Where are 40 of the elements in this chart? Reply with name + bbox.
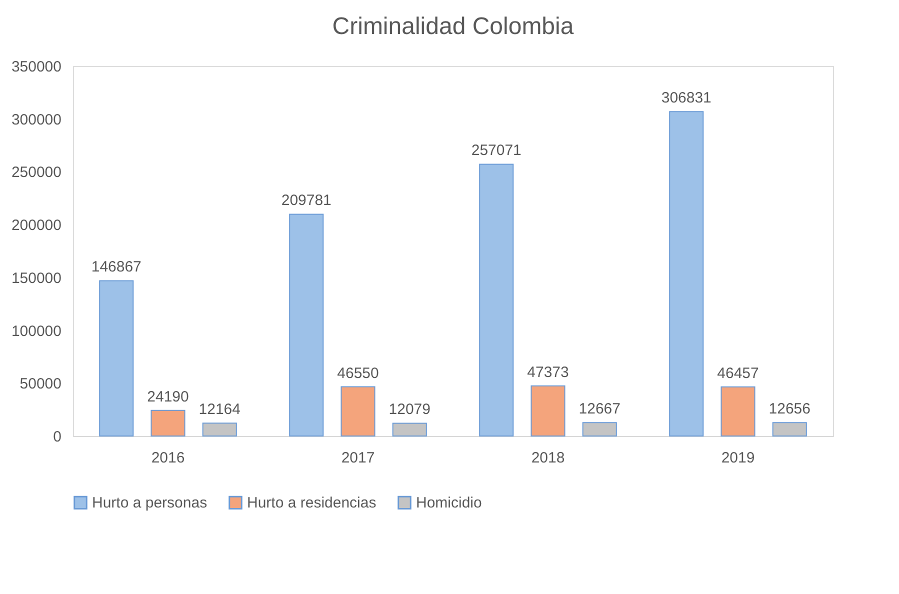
data-label: 146867: [91, 258, 142, 276]
bar: [479, 164, 514, 436]
data-label: 12667: [578, 400, 620, 418]
y-tick-label: 250000: [11, 164, 62, 182]
bar: [669, 111, 704, 436]
bar: [582, 422, 617, 436]
legend-label: Hurto a personas: [92, 494, 208, 512]
data-label: 12079: [388, 401, 430, 418]
bar: [392, 422, 427, 436]
data-label: 24190: [147, 388, 189, 406]
bar: [530, 385, 566, 436]
data-label: 257071: [471, 142, 522, 160]
bar: [720, 386, 756, 436]
y-tick-label: 0: [53, 428, 62, 446]
y-tick-label: 50000: [20, 376, 62, 393]
data-label: 12656: [768, 400, 810, 418]
legend-label: Hurto a residencias: [247, 494, 376, 512]
bar: [289, 214, 324, 436]
y-tick-label: 100000: [11, 322, 62, 340]
x-tick-label: 2019: [721, 450, 755, 466]
bar: [99, 280, 134, 436]
y-tick-label: 300000: [11, 111, 62, 128]
data-label: 12164: [198, 401, 240, 418]
x-tick-label: 2017: [341, 450, 375, 466]
y-tick-label: 150000: [11, 270, 62, 287]
bar: [340, 386, 376, 436]
y-tick-label: 200000: [11, 217, 62, 234]
data-label: 46550: [337, 364, 379, 382]
legend-label: Homicidio: [416, 494, 482, 512]
data-label: 46457: [717, 364, 759, 382]
data-label: 306831: [661, 90, 712, 107]
data-label: 209781: [281, 192, 332, 210]
x-tick-label: 2016: [151, 450, 185, 466]
y-tick-label: 350000: [11, 58, 62, 76]
bar: [202, 422, 237, 436]
chart-title: Criminalidad Colombia: [332, 13, 574, 40]
x-tick-label: 2018: [531, 450, 565, 466]
bar: [772, 422, 807, 436]
bar: [150, 410, 186, 436]
data-label: 47373: [527, 364, 569, 381]
